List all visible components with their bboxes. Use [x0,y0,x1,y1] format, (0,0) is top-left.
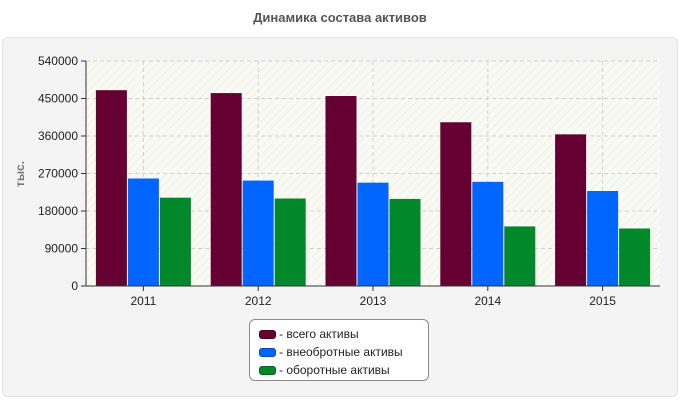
y-tick-label: 0 [71,279,78,293]
x-tick-labels: 2011 2012 2013 2014 2015 [130,294,616,308]
y-tick-label: 540000 [38,54,78,68]
bar-series [95,90,651,287]
y-tick-label: 180000 [38,204,78,218]
bar-2015-series-1[interactable] [587,191,619,286]
y-tick-label: 90000 [45,242,79,256]
x-tick-label: 2015 [589,294,616,308]
bar-2013-series-2[interactable] [389,198,421,286]
bar-2015-series-2[interactable] [619,228,651,287]
bar-2013-series-1[interactable] [357,182,389,286]
legend-swatch [259,329,276,339]
chart-title: Динамика состава активов [253,10,427,25]
bar-2011-series-2[interactable] [159,197,191,286]
x-tick-label: 2012 [245,294,272,308]
bar-2011-series-1[interactable] [127,178,159,287]
x-tick-label: 2014 [474,294,501,308]
y-tick-labels: 0 90000 180000 270000 360000 450000 540000 [38,54,78,293]
legend-label: - внеобротные активы [279,345,403,359]
legend-swatch [259,347,276,357]
x-tick-label: 2011 [130,294,156,308]
bar-2014-series-2[interactable] [504,226,536,286]
y-tick-label: 270000 [38,167,78,181]
bar-2014-series-1[interactable] [472,181,504,286]
bar-2014-series-0[interactable] [440,122,472,286]
bar-2012-series-2[interactable] [274,198,306,287]
bar-2013-series-0[interactable] [325,96,357,286]
bar-2012-series-1[interactable] [242,180,274,286]
bar-2012-series-0[interactable] [210,93,242,286]
legend-item[interactable]: - всего активы [259,325,428,343]
y-axis-label: тыс. [13,161,27,187]
chart-legend: - всего активы - внеобротные активы - об… [249,319,429,381]
y-tick-label: 360000 [38,129,78,143]
legend-item[interactable]: - внеобротные активы [259,343,428,361]
legend-item[interactable]: - оборотные активы [259,361,428,379]
x-tick-label: 2013 [360,294,387,308]
bar-2015-series-0[interactable] [555,134,587,286]
legend-label: - оборотные активы [279,363,390,377]
legend-swatch [259,365,276,375]
bar-2011-series-0[interactable] [95,90,127,287]
legend-label: - всего активы [279,327,359,341]
y-tick-label: 450000 [38,92,78,106]
axes [85,61,660,287]
